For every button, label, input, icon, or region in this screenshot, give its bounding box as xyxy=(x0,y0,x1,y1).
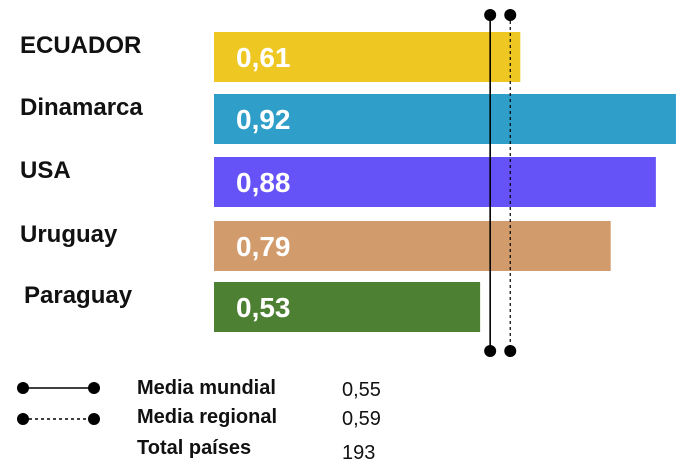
legend-item-total-paises: Total países 193 xyxy=(0,434,689,464)
bar-paraguay xyxy=(214,282,481,332)
value-label-paraguay: 0,53 xyxy=(236,292,291,323)
value-label-usa: 0,88 xyxy=(236,167,291,198)
legend-value: 0,55 xyxy=(342,379,381,401)
dashed-line-dot-icon xyxy=(17,413,100,425)
bar-uruguay xyxy=(214,221,611,271)
reference-line-endpoint xyxy=(484,9,497,21)
value-label-uruguay: 0,79 xyxy=(236,231,291,262)
legend-label: Total países xyxy=(137,437,252,459)
reference-line-endpoint xyxy=(504,9,517,21)
bar-dinamarca xyxy=(214,94,676,144)
reference-line-endpoint xyxy=(484,345,497,357)
legend-item-media-regional: Media regional 0,59 xyxy=(0,403,689,431)
category-label-paraguay: Paraguay xyxy=(24,282,133,309)
legend-item-media-mundial: Media mundial 0,55 xyxy=(0,374,689,402)
category-label-ecuador: ECUADOR xyxy=(20,32,141,59)
legend-value: 0,59 xyxy=(342,408,381,430)
legend: Media mundial 0,55 Media regional 0,59 T… xyxy=(0,368,689,465)
reference-lines-group xyxy=(484,9,517,357)
legend-label: Media regional xyxy=(137,406,278,428)
bars-group: ECUADOR 0,61 Dinamarca 0,92 USA 0,88 Uruguay 0,… xyxy=(20,32,676,332)
solid-line-dot-icon xyxy=(17,382,100,394)
reference-line-media-regional xyxy=(504,9,517,357)
category-label-usa: USA xyxy=(20,157,71,184)
bar-ecuador xyxy=(214,32,521,82)
reference-line-endpoint xyxy=(504,345,517,357)
bar-usa xyxy=(214,157,656,207)
value-label-dinamarca: 0,92 xyxy=(236,104,291,135)
value-label-ecuador: 0,61 xyxy=(236,42,291,73)
category-label-dinamarca: Dinamarca xyxy=(20,94,143,121)
category-label-uruguay: Uruguay xyxy=(20,221,118,248)
reference-line-media-mundial xyxy=(484,9,497,357)
bar-chart: ECUADOR 0,61 Dinamarca 0,92 USA 0,88 Uruguay 0,… xyxy=(20,9,676,357)
legend-value: 193 xyxy=(342,442,376,464)
legend-label: Media mundial xyxy=(137,377,276,399)
